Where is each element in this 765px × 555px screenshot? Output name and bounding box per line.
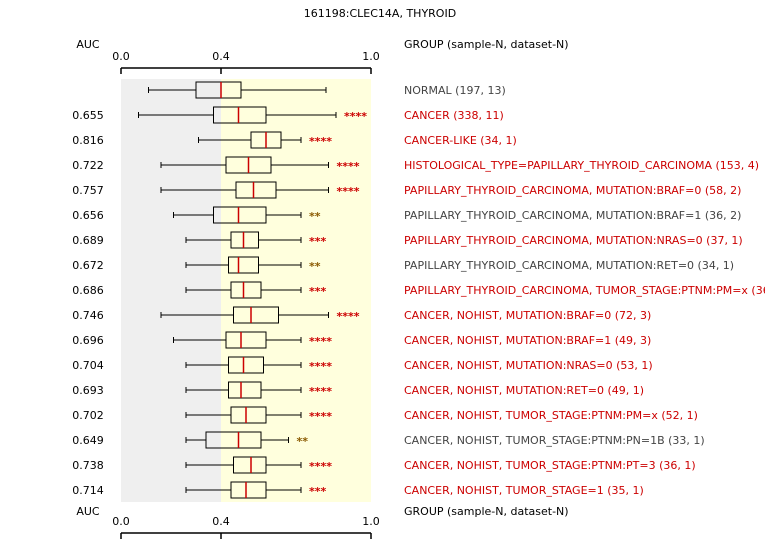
group-label: CANCER, NOHIST, MUTATION:NRAS=0 (53, 1) — [404, 359, 653, 372]
group-row: 0.686 *** PAPILLARY_THYROID_CARCINOMA, TUM… — [72, 281, 765, 299]
significance-stars: **** — [309, 385, 332, 398]
box — [195, 81, 242, 99]
box — [230, 481, 267, 499]
group-row: 0.746 **** CANCER, NOHIST, MUTATION:BRAF=0… — [72, 306, 651, 324]
significance-stars: **** — [309, 460, 332, 473]
group-label: NORMAL (197, 13) — [404, 84, 506, 97]
significance-stars: **** — [337, 310, 360, 323]
significance-stars: **** — [337, 160, 360, 173]
group-label: PAPILLARY_THYROID_CARCINOMA, MUTATION:BR… — [404, 184, 741, 197]
group-row: 0.689 *** PAPILLARY_THYROID_CARCINOMA, MUT… — [72, 231, 743, 249]
auc-value: 0.689 — [72, 234, 104, 247]
auc-value: 0.714 — [72, 484, 104, 497]
axis-tick-label: 0.0 — [112, 515, 130, 528]
auc-value: 0.757 — [72, 184, 104, 197]
box — [228, 381, 262, 399]
group-label: PAPILLARY_THYROID_CARCINOMA, TUMOR_STAGE… — [404, 284, 765, 297]
group-row: 0.656 ** PAPILLARY_THYROID_CARCINOMA, MUTA… — [72, 206, 741, 224]
group-label: CANCER, NOHIST, TUMOR_STAGE:PTNM:PM=x (5… — [404, 409, 698, 422]
box — [205, 431, 262, 449]
group-row: 0.757 **** PAPILLARY_THYROID_CARCINOMA, MU… — [72, 181, 741, 199]
auc-value: 0.746 — [72, 309, 104, 322]
group-label: CANCER, NOHIST, TUMOR_STAGE:PTNM:PT=3 (3… — [404, 459, 696, 472]
auc-header-top: AUC — [76, 38, 100, 51]
group-label: CANCER, NOHIST, MUTATION:RET=0 (49, 1) — [404, 384, 644, 397]
auc-value: 0.702 — [72, 409, 104, 422]
box — [230, 406, 267, 424]
auc-value: 0.672 — [72, 259, 104, 272]
axis-tick-label: 1.0 — [362, 515, 380, 528]
axis-tick-label: 1.0 — [362, 50, 380, 63]
group-row: 0.702 **** CANCER, NOHIST, TUMOR_STAGE:PTN… — [72, 406, 698, 424]
significance-stars: ** — [297, 435, 309, 448]
box — [213, 206, 267, 224]
auc-value: 0.738 — [72, 459, 104, 472]
auc-value: 0.696 — [72, 334, 104, 347]
group-header-top: GROUP (sample-N, dataset-N) — [404, 38, 569, 51]
axis-tick-label: 0.4 — [212, 515, 230, 528]
auc-value: 0.649 — [72, 434, 104, 447]
box — [228, 256, 259, 274]
auc-value: 0.656 — [72, 209, 104, 222]
significance-stars: **** — [309, 360, 332, 373]
auc-value: 0.722 — [72, 159, 104, 172]
group-label: CANCER (338, 11) — [404, 109, 504, 122]
auc-value: 0.704 — [72, 359, 104, 372]
group-label: CANCER, NOHIST, TUMOR_STAGE=1 (35, 1) — [404, 484, 644, 497]
group-row: 0.649 ** CANCER, NOHIST, TUMOR_STAGE:PTNM:… — [72, 431, 705, 449]
significance-stars: *** — [309, 285, 327, 298]
significance-stars: **** — [337, 185, 360, 198]
top-axis: 0.0 0.4 1.0 — [112, 50, 380, 74]
auc-value: 0.693 — [72, 384, 104, 397]
box — [228, 356, 264, 374]
box — [230, 231, 259, 249]
axis-tick-label: 0.0 — [112, 50, 130, 63]
group-label: CANCER, NOHIST, TUMOR_STAGE:PTNM:PN=1B (… — [404, 434, 705, 447]
significance-stars: **** — [309, 135, 332, 148]
auc-value: 0.686 — [72, 284, 104, 297]
significance-stars: *** — [309, 485, 327, 498]
significance-stars: **** — [344, 110, 367, 123]
group-label: CANCER, NOHIST, MUTATION:BRAF=0 (72, 3) — [404, 309, 651, 322]
group-row: 0.704 **** CANCER, NOHIST, MUTATION:NRAS=0… — [72, 356, 653, 374]
group-label: PAPILLARY_THYROID_CARCINOMA, MUTATION:RE… — [404, 259, 734, 272]
group-label: PAPILLARY_THYROID_CARCINOMA, MUTATION:BR… — [404, 209, 741, 222]
significance-stars: ** — [309, 260, 321, 273]
box — [225, 331, 267, 349]
box — [233, 306, 279, 324]
box — [235, 181, 277, 199]
chart-title: 161198:CLEC14A, THYROID — [304, 7, 456, 20]
group-row: 0.696 **** CANCER, NOHIST, MUTATION:BRAF=1… — [72, 331, 651, 349]
group-label: CANCER, NOHIST, MUTATION:BRAF=1 (49, 3) — [404, 334, 651, 347]
group-row: 0.816 **** CANCER-LIKE (34, 1) — [72, 131, 517, 149]
group-label: CANCER-LIKE (34, 1) — [404, 134, 517, 147]
box — [233, 456, 267, 474]
auc-header-bottom: AUC — [76, 505, 100, 518]
significance-stars: ** — [309, 210, 321, 223]
group-row: 0.655 **** CANCER (338, 11) — [72, 106, 504, 124]
auc-value: 0.816 — [72, 134, 104, 147]
group-row: 0.672 ** PAPILLARY_THYROID_CARCINOMA, MUTA… — [72, 256, 734, 274]
group-label: PAPILLARY_THYROID_CARCINOMA, MUTATION:NR… — [404, 234, 743, 247]
group-row: NORMAL (197, 13) — [148, 81, 506, 99]
group-row: 0.738 **** CANCER, NOHIST, TUMOR_STAGE:PTN… — [72, 456, 696, 474]
box — [230, 281, 262, 299]
boxplot-rows: NORMAL (197, 13)0.655 **** CANCER (338, 11… — [72, 81, 765, 499]
bands-layer — [121, 79, 371, 502]
group-row: 0.714 *** CANCER, NOHIST, TUMOR_STAGE=1 (3… — [72, 481, 644, 499]
significance-stars: **** — [309, 335, 332, 348]
axis-tick-label: 0.4 — [212, 50, 230, 63]
auc-value: 0.655 — [72, 109, 104, 122]
bottom-axis: 0.0 0.4 1.0 — [112, 515, 380, 539]
group-row: 0.722 **** HISTOLOGICAL_TYPE=PAPILLARY_THY… — [72, 156, 759, 174]
box — [213, 106, 267, 124]
group-row: 0.693 **** CANCER, NOHIST, MUTATION:RET=0 … — [72, 381, 644, 399]
group-header-bottom: GROUP (sample-N, dataset-N) — [404, 505, 569, 518]
group-label: HISTOLOGICAL_TYPE=PAPILLARY_THYROID_CARC… — [404, 159, 759, 172]
significance-stars: **** — [309, 410, 332, 423]
significance-stars: *** — [309, 235, 327, 248]
